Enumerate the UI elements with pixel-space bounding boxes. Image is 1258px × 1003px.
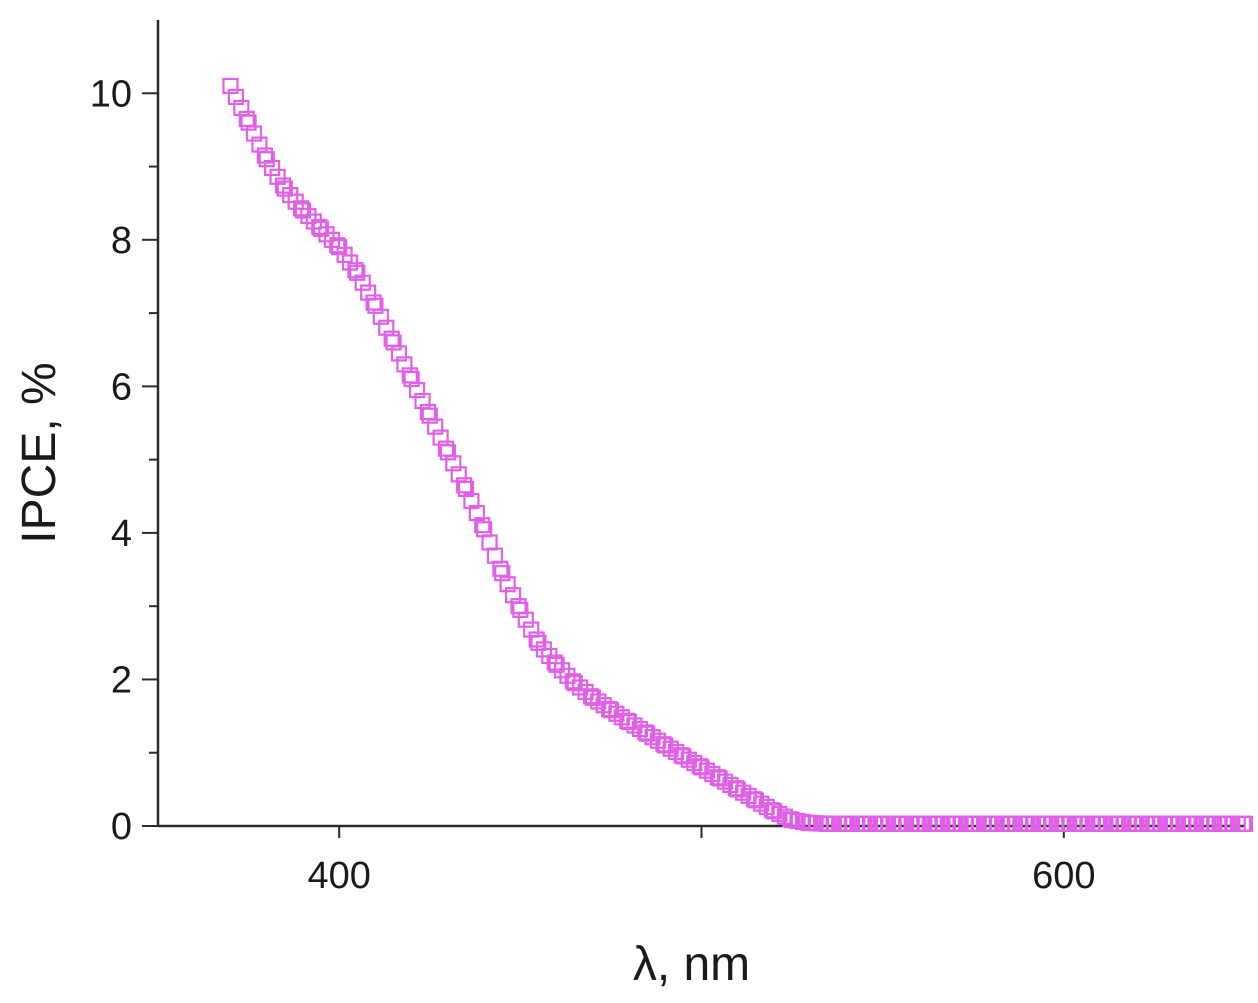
data-point-marker: [390, 345, 408, 362]
y-tick-label: 4: [111, 513, 132, 555]
data-point-marker: [494, 565, 511, 582]
data-point-marker: [403, 370, 420, 388]
data-point-marker: [354, 274, 371, 291]
data-point-marker: [456, 477, 473, 494]
data-point-marker: [427, 418, 444, 435]
data-point-marker: [294, 202, 312, 219]
y-tick-label: 8: [111, 220, 132, 262]
data-point-marker: [553, 662, 571, 679]
data-point-marker: [349, 264, 366, 281]
x-axis-label: λ, nm: [633, 938, 750, 991]
y-axis-label: IPCE, %: [13, 362, 66, 543]
data-point-marker: [385, 334, 402, 351]
data-point-marker: [372, 308, 389, 325]
data-point-marker: [227, 88, 245, 106]
data-point-marker: [222, 77, 239, 95]
data-point-marker: [499, 576, 516, 593]
y-tick-label: 6: [111, 366, 132, 408]
data-point-marker: [548, 656, 565, 673]
data-point-marker: [439, 444, 456, 461]
y-tick-label: 2: [111, 659, 132, 701]
data-point-marker: [258, 151, 275, 168]
data-point-marker: [517, 611, 534, 628]
data-point-marker: [1236, 815, 1254, 832]
data-point-marker: [468, 505, 485, 522]
data-point-marker: [765, 803, 783, 820]
tick-labels: 0 2 4 6 8 10 400 600: [90, 73, 1096, 897]
data-point-marker: [318, 226, 335, 243]
data-point-marker: [360, 284, 377, 301]
data-point-marker: [445, 455, 462, 472]
y-tick-label: 10: [90, 73, 132, 115]
data-point-marker: [240, 114, 257, 131]
data-point-marker: [312, 220, 330, 237]
y-tick-label: 0: [111, 806, 132, 848]
data-point-marker: [245, 125, 263, 142]
data-point-marker: [367, 297, 384, 314]
axes: [142, 20, 1245, 838]
data-point-marker: [264, 159, 281, 177]
data-point-marker: [300, 207, 317, 225]
x-tick-label: 600: [1032, 855, 1095, 897]
data-point-marker: [474, 517, 491, 534]
data-point-marker: [492, 560, 509, 577]
data-point-marker: [486, 547, 504, 564]
x-tick-label: 400: [307, 855, 370, 897]
data-point-marker: [421, 407, 438, 424]
data-point-marker: [457, 480, 475, 498]
data-point-marker: [572, 679, 589, 696]
data-point-marker: [481, 534, 498, 551]
data-point-marker: [408, 381, 426, 399]
data-point-marker: [566, 675, 583, 692]
data-point-marker: [463, 492, 480, 510]
data-point-marker: [512, 601, 529, 618]
data-point-marker: [523, 621, 540, 638]
data-series: [222, 77, 1254, 832]
